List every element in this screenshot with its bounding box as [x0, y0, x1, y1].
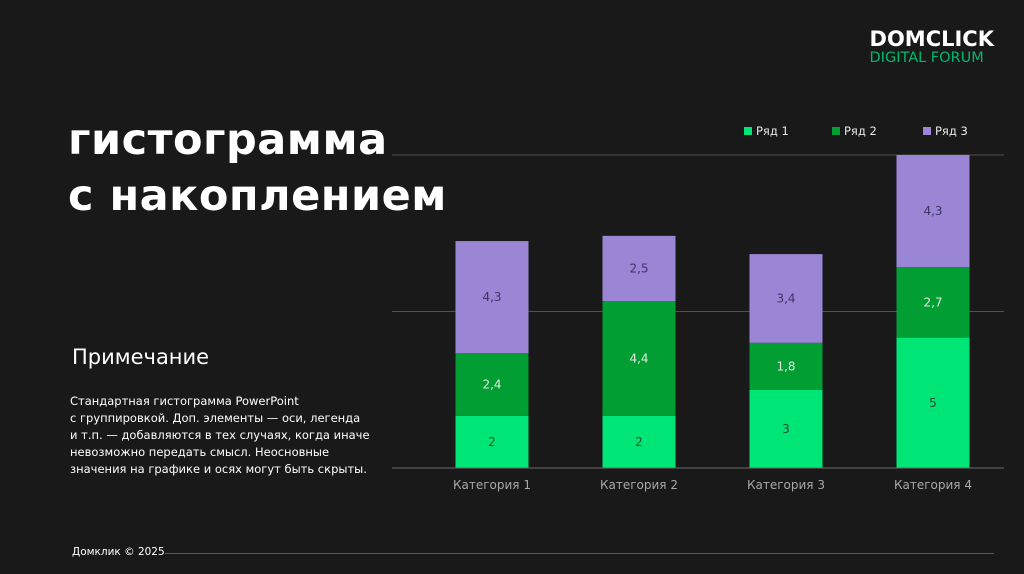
page-title-line-2: с накоплением [68, 171, 447, 221]
legend-swatch [832, 127, 840, 135]
data-label: 3 [782, 422, 790, 436]
bar-segment [896, 155, 970, 268]
bar-segment [455, 241, 529, 354]
data-label: 4,3 [482, 290, 501, 304]
bar-segment [602, 235, 676, 302]
data-label: 2 [635, 435, 643, 449]
x-tick-label: Категория 1 [453, 478, 531, 492]
note-line: Стандартная гистограмма PowerPoint [70, 394, 299, 408]
bar-segment [749, 389, 823, 468]
bar-segment [602, 301, 676, 416]
note-line: и т.п. — добавляются в тех случаях, когд… [70, 428, 370, 442]
note-line: невозможно передать смысл. Неосновные [70, 445, 330, 459]
page-title: гистограмма с накоплением [68, 112, 447, 224]
data-label: 4,3 [923, 204, 942, 218]
data-label: 5 [929, 396, 937, 410]
logo: DOMCLICK DIGITAL FORUM [870, 28, 994, 66]
x-tick-label: Категория 3 [747, 478, 825, 492]
bar-segment [896, 267, 970, 338]
x-tick-label: Категория 2 [600, 478, 678, 492]
logo-subtitle: DIGITAL FORUM [869, 50, 984, 66]
footer-divider [165, 553, 994, 554]
note-line: значения на графике и осях могут быть ск… [70, 462, 367, 476]
note-heading: Примечание [72, 345, 210, 369]
legend-swatch [744, 127, 752, 135]
legend-label: Ряд 3 [935, 124, 968, 138]
data-label: 2,5 [629, 261, 648, 275]
data-label: 4,4 [629, 351, 648, 365]
legend-label: Ряд 2 [844, 124, 877, 138]
data-label: 3,4 [776, 291, 795, 305]
bar-segment [602, 415, 676, 468]
x-tick-label: Категория 4 [894, 478, 972, 492]
bar-segment [455, 415, 529, 468]
legend-swatch [923, 127, 931, 135]
data-label: 2,7 [923, 295, 942, 309]
legend-label: Ряд 1 [756, 124, 789, 138]
bar-segment [455, 353, 529, 416]
bar-segment [749, 254, 823, 343]
bar-segment [749, 342, 823, 390]
logo-wordmark: DOMCLICK [869, 27, 994, 51]
footer-copyright: Домклик © 2025 [72, 546, 165, 558]
page-title-line-1: гистограмма [68, 115, 388, 165]
note-body: Стандартная гистограмма PowerPoint с гру… [70, 393, 400, 478]
note-line: с группировкой. Доп. элементы — оси, лег… [70, 411, 361, 425]
data-label: 1,8 [776, 359, 795, 373]
bar-segment [896, 337, 970, 468]
data-label: 2 [488, 435, 496, 449]
data-label: 2,4 [482, 378, 501, 392]
